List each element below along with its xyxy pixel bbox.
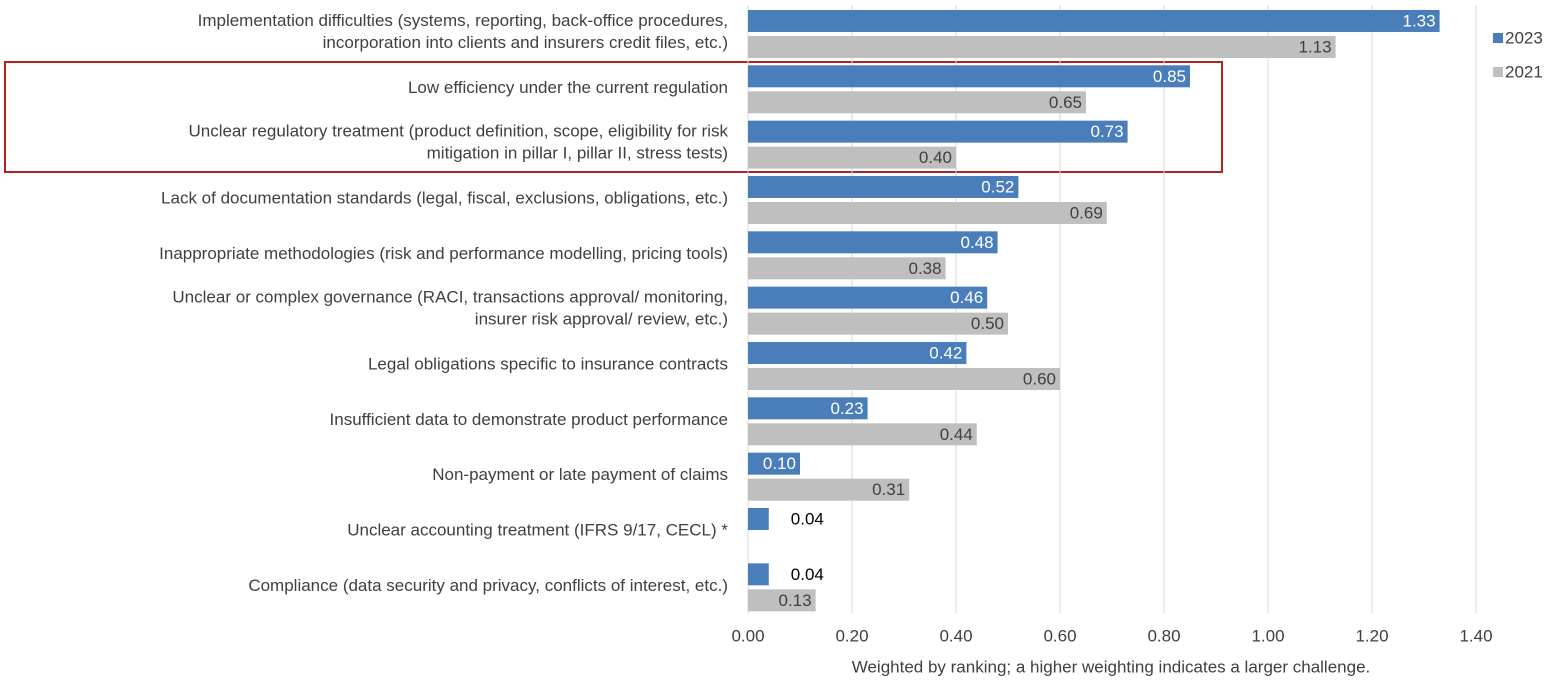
x-tick-label: 0.20 — [835, 626, 868, 645]
bar — [748, 507, 769, 530]
category-label: Insufficient data to demonstrate product… — [330, 410, 728, 429]
highlight-box — [4, 61, 1223, 173]
bar — [748, 175, 1019, 198]
x-axis-title: Weighted by ranking; a higher weighting … — [852, 657, 1371, 676]
data-label: 1.13 — [1299, 37, 1332, 56]
category-label: Compliance (data security and privacy, c… — [248, 576, 728, 595]
category-label: Unclear or complex governance (RACI, tra… — [172, 288, 728, 329]
x-tick-label: 1.20 — [1355, 626, 1388, 645]
bar — [748, 91, 1086, 114]
data-label: 0.23 — [831, 399, 864, 418]
data-label: 0.60 — [1023, 369, 1056, 388]
bar — [748, 312, 1008, 335]
legend-swatch — [1493, 33, 1503, 43]
bar — [748, 423, 977, 446]
bar — [748, 341, 967, 364]
bar — [748, 397, 868, 420]
data-label: 0.13 — [779, 591, 812, 610]
legend-swatch — [1493, 67, 1503, 77]
bar — [748, 452, 800, 475]
bar — [748, 563, 769, 586]
bar — [748, 286, 988, 309]
data-label: 1.33 — [1403, 11, 1436, 30]
bar — [748, 9, 1440, 32]
bar — [748, 201, 1107, 224]
category-label: Implementation difficulties (systems, re… — [198, 11, 728, 52]
data-label: 0.10 — [763, 454, 796, 473]
bar — [748, 65, 1190, 88]
data-label: 0.31 — [872, 480, 905, 499]
data-label: 0.50 — [971, 314, 1004, 333]
bar — [748, 35, 1336, 58]
data-label: 0.04 — [791, 509, 824, 528]
category-label: Unclear regulatory treatment (product de… — [188, 122, 728, 163]
category-label: Lack of documentation standards (legal, … — [161, 188, 728, 207]
bar — [748, 120, 1128, 143]
data-label: 0.04 — [791, 565, 824, 584]
x-tick-label: 0.60 — [1043, 626, 1076, 645]
bar — [748, 478, 910, 501]
data-label: 0.48 — [961, 233, 994, 252]
data-label: 0.40 — [919, 148, 952, 167]
x-tick-label: 1.00 — [1251, 626, 1284, 645]
bar — [748, 589, 816, 612]
category-label: Legal obligations specific to insurance … — [368, 354, 728, 373]
x-tick-label: 1.40 — [1459, 626, 1492, 645]
bar — [748, 257, 946, 280]
data-label: 0.73 — [1091, 122, 1124, 141]
data-label: 0.38 — [909, 259, 942, 278]
data-label: 0.65 — [1049, 93, 1082, 112]
bar — [748, 231, 998, 254]
x-tick-label: 0.40 — [939, 626, 972, 645]
data-label: 0.46 — [950, 288, 983, 307]
data-label: 0.42 — [929, 343, 962, 362]
bar — [748, 146, 956, 169]
data-label: 0.85 — [1153, 67, 1186, 86]
legend-label: 2021 — [1505, 62, 1543, 81]
x-tick-label: 0.00 — [731, 626, 764, 645]
category-label: Non-payment or late payment of claims — [432, 465, 728, 484]
data-label: 0.69 — [1070, 203, 1103, 222]
data-label: 0.52 — [981, 177, 1014, 196]
category-label: Low efficiency under the current regulat… — [408, 78, 728, 97]
x-tick-label: 0.80 — [1147, 626, 1180, 645]
bar — [748, 367, 1060, 390]
category-label: Unclear accounting treatment (IFRS 9/17,… — [347, 520, 728, 539]
legend-label: 2023 — [1505, 28, 1543, 47]
data-label: 0.44 — [940, 425, 973, 444]
category-label: Inappropriate methodologies (risk and pe… — [159, 244, 728, 263]
